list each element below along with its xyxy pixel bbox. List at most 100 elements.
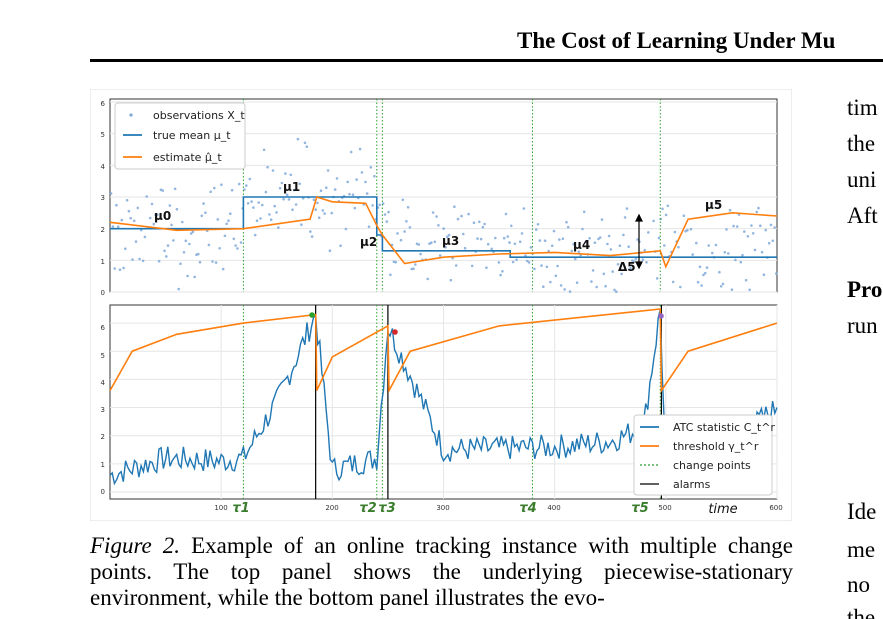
observation-point [490, 247, 494, 251]
observation-point [506, 235, 510, 238]
right-column-fragment: the [847, 131, 876, 156]
observation-point [698, 265, 702, 269]
observation-point [574, 257, 577, 261]
observation-point [152, 222, 156, 226]
observation-point [298, 182, 301, 186]
right-column-fragment: tim [847, 95, 878, 120]
tau-label-4: τ4 [519, 501, 536, 516]
observation-point [339, 244, 342, 247]
top-y-tick: 3 [101, 194, 105, 202]
observation-point [689, 227, 693, 231]
observation-point [767, 241, 771, 245]
observation-point [575, 281, 579, 284]
tau-label-2: τ2 [359, 501, 376, 516]
observation-point [355, 178, 358, 181]
observation-point [346, 180, 350, 184]
right-column-fragment: no [847, 572, 870, 597]
observation-point [170, 223, 173, 227]
observation-point [453, 205, 456, 208]
observation-point [138, 257, 141, 261]
observation-point [454, 264, 458, 267]
observation-point [549, 280, 552, 284]
observation-point [431, 211, 435, 214]
observation-point [730, 288, 734, 291]
bottom-y-tick: 4 [101, 379, 106, 387]
observation-point [655, 277, 659, 280]
observation-point [266, 165, 269, 169]
delta5-arrow [635, 213, 643, 270]
observation-point [122, 266, 125, 270]
observation-point [696, 280, 700, 284]
delta5-label: Δ5 [618, 260, 636, 274]
observation-point [389, 273, 392, 277]
observation-point [275, 211, 278, 214]
observation-point [406, 206, 410, 209]
observation-point [188, 242, 191, 246]
observation-point [157, 259, 161, 263]
observation-point [513, 242, 517, 246]
observation-point [197, 252, 200, 256]
observation-point [666, 204, 670, 208]
observation-point [198, 260, 202, 264]
top-y-tick: 2 [101, 226, 105, 234]
observation-point [476, 237, 479, 240]
caption-label: Figure 2. [90, 533, 181, 558]
observation-point [563, 288, 566, 291]
observation-point [762, 273, 766, 276]
observation-point [305, 145, 309, 148]
observation-point [647, 231, 650, 234]
bottom-x-tick: 300 [436, 504, 449, 512]
observation-point [561, 237, 565, 240]
observation-point [143, 235, 147, 239]
figure-2: 0 1 2 3 4 5 6 μ0 μ1 μ2 μ3 μ4 μ5 Δ5 ob [90, 89, 792, 521]
observation-point [522, 207, 526, 210]
observation-point [552, 229, 556, 233]
observation-point [460, 214, 463, 218]
observation-point [360, 171, 364, 174]
observation-point [591, 269, 595, 272]
segment-label-mu4: μ4 [573, 238, 590, 252]
right-column-fragment: me [847, 537, 876, 562]
observation-point [734, 258, 737, 262]
observation-point [542, 285, 545, 288]
header-rule [90, 59, 883, 62]
observation-point [625, 207, 629, 210]
observation-point [378, 203, 382, 207]
observation-point [705, 266, 709, 269]
observation-point [751, 232, 755, 235]
observation-point [556, 264, 559, 268]
figure-caption: Figure 2. Example of an online tracking … [90, 533, 793, 611]
observation-point [618, 244, 622, 247]
observation-point [239, 241, 243, 244]
observation-point [319, 189, 323, 192]
observation-point [679, 285, 682, 289]
legend-change-points: change points [673, 459, 751, 472]
alarm-marker-2 [392, 329, 398, 335]
top-y-tick: 4 [101, 163, 106, 171]
observation-point [447, 233, 451, 237]
observation-point [744, 278, 748, 282]
observation-point [262, 148, 266, 152]
observation-point [229, 212, 232, 215]
observation-point [472, 221, 476, 224]
observation-point [116, 225, 120, 228]
tau-label-3: τ3 [378, 501, 395, 516]
observation-point [600, 218, 604, 221]
observation-point [412, 267, 415, 270]
observation-point [499, 273, 502, 277]
legend-true-mean: true mean μ_t [153, 129, 231, 142]
observation-point [207, 243, 211, 247]
observation-point [309, 230, 312, 233]
observation-point [657, 236, 661, 240]
observation-point [333, 188, 337, 191]
observation-point [540, 264, 543, 267]
observation-point [134, 240, 138, 243]
observation-point [613, 288, 616, 292]
observation-point [615, 290, 618, 293]
observation-point [497, 261, 501, 264]
tau-label-5: τ5 [631, 501, 648, 516]
observation-point [757, 206, 760, 210]
observation-point [426, 277, 430, 281]
observation-point [385, 220, 389, 223]
observation-point [529, 246, 533, 249]
